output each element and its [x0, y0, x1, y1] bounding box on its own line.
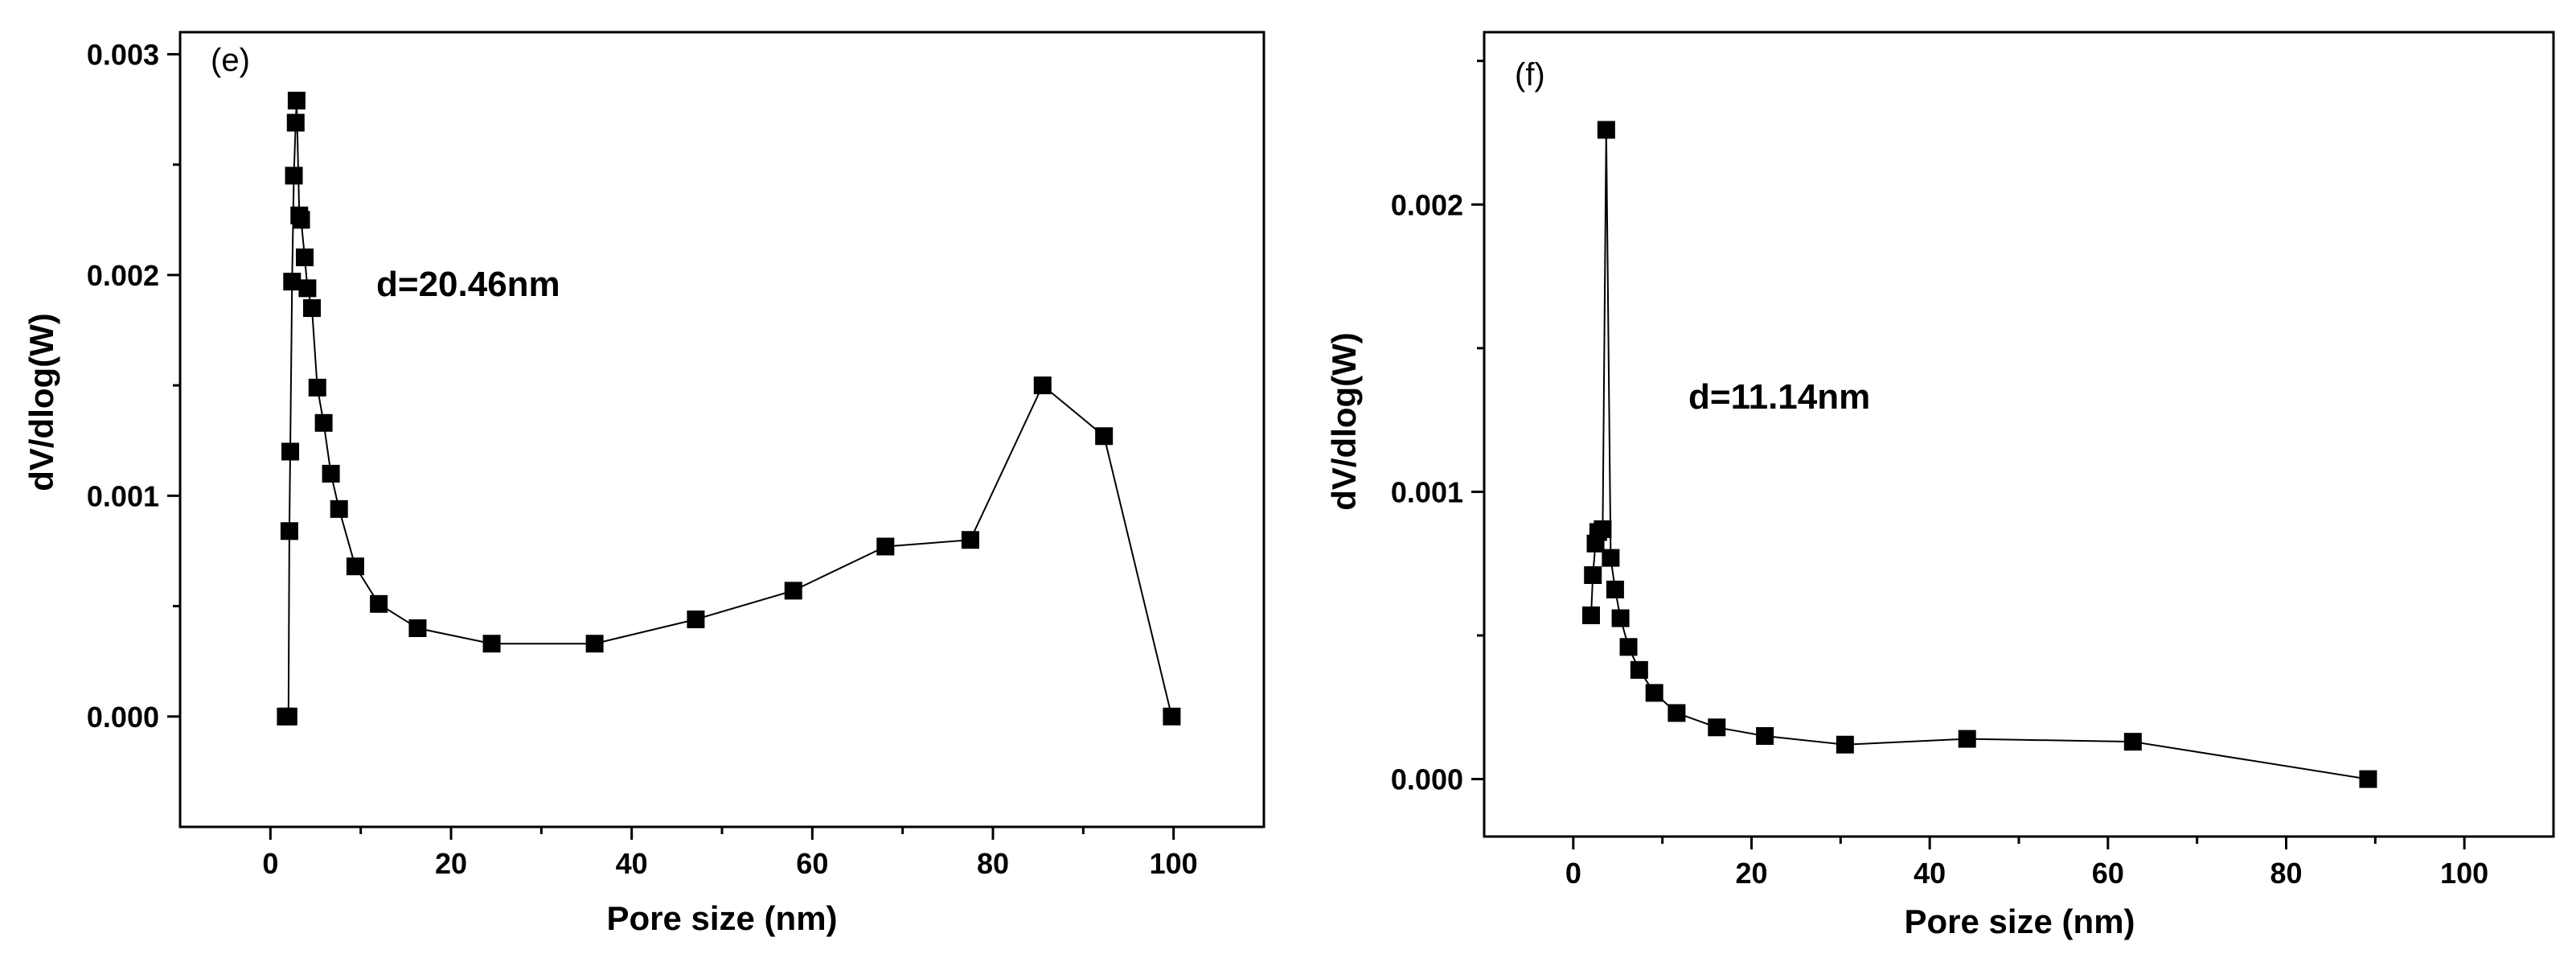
- annotation-mean-diameter: d=11.14nm: [1688, 377, 1870, 417]
- data-point: [1594, 520, 1612, 538]
- data-point: [408, 619, 427, 637]
- data-point: [1095, 427, 1114, 446]
- y-tick-label: 0.003: [87, 38, 159, 71]
- data-point: [1667, 704, 1686, 722]
- data-point: [1606, 580, 1624, 598]
- data-point: [280, 522, 298, 541]
- chart-panel-f: 0 20 40 60 80 100 0.000 0.001 0.002 (f) d=11.14n…: [1325, 31, 2555, 940]
- x-axis-title: Pore size (nm): [1904, 902, 2135, 940]
- data-point: [346, 557, 364, 576]
- data-point: [876, 537, 895, 556]
- x-tick-label: 40: [616, 847, 648, 880]
- y-tick-label: 0.000: [87, 701, 159, 734]
- plot-frame: [1483, 31, 2555, 838]
- data-point: [961, 531, 979, 549]
- data-point: [482, 635, 501, 653]
- data-point: [784, 582, 802, 600]
- x-axis-title: Pore size (nm): [606, 899, 837, 937]
- y-tick-label: 0.000: [1391, 763, 1463, 796]
- x-tick-label: 20: [1735, 857, 1767, 890]
- data-point: [279, 707, 297, 726]
- data-point: [687, 611, 705, 629]
- data-point: [285, 167, 303, 185]
- data-point: [1611, 609, 1630, 627]
- data-point: [370, 594, 388, 613]
- data-point: [2123, 733, 2142, 751]
- data-point: [308, 378, 326, 397]
- x-tick-label: 0: [1565, 857, 1581, 890]
- data-point: [1602, 549, 1620, 567]
- data-point: [292, 211, 310, 229]
- data-point: [1756, 727, 1774, 745]
- data-point: [1582, 606, 1600, 624]
- x-tick-label: 0: [262, 847, 278, 880]
- annotation-mean-diameter: d=20.46nm: [376, 265, 560, 304]
- y-axis-title: dV/dlog(W): [1325, 332, 1363, 511]
- x-tick-label: 60: [2092, 857, 2124, 890]
- data-point: [1630, 660, 1648, 679]
- axis-ticks: 0 20 40 60 80 100 0.000 0.001 0.002 0.003: [87, 38, 1198, 880]
- y-tick-label: 0.002: [87, 259, 159, 292]
- x-tick-label: 60: [796, 847, 828, 880]
- data-point: [322, 464, 340, 483]
- data-point: [286, 113, 305, 132]
- data-point: [1033, 376, 1052, 395]
- data-point: [330, 500, 348, 518]
- data-point: [2359, 770, 2377, 788]
- x-tick-label: 100: [2440, 857, 2488, 890]
- y-tick-label: 0.001: [87, 479, 159, 512]
- data-point: [1584, 566, 1602, 584]
- data-point: [283, 273, 301, 291]
- y-tick-label: 0.001: [1391, 475, 1463, 508]
- data-point: [585, 635, 604, 653]
- x-tick-label: 100: [1150, 847, 1198, 880]
- data-point: [1958, 730, 1976, 748]
- data-point: [1645, 684, 1663, 702]
- data-series: [277, 92, 1181, 726]
- data-point: [296, 248, 314, 266]
- y-tick-label: 0.002: [1391, 188, 1463, 221]
- y-axis-title: dV/dlog(W): [23, 313, 60, 491]
- series-line: [1590, 130, 2369, 780]
- data-point: [287, 92, 306, 110]
- data-point: [298, 279, 317, 298]
- data-point: [1708, 718, 1726, 737]
- x-tick-label: 80: [977, 847, 1009, 880]
- data-point: [1597, 121, 1615, 139]
- axis-ticks: 0 20 40 60 80 100 0.000 0.001 0.002: [1391, 60, 2488, 890]
- data-point: [303, 299, 322, 318]
- data-point: [1836, 735, 1854, 754]
- panel-label: (e): [211, 43, 250, 78]
- x-tick-label: 80: [2270, 857, 2302, 890]
- data-point: [1163, 707, 1181, 726]
- panel-label: (f): [1515, 57, 1545, 93]
- x-tick-label: 40: [1914, 857, 1946, 890]
- x-tick-label: 20: [435, 847, 467, 880]
- data-point: [314, 413, 333, 432]
- chart-panel-e: 0 20 40 60 80 100 0.000 0.001 0.002 0.003 (e) d=2…: [23, 31, 1265, 937]
- data-series: [1582, 121, 2377, 788]
- data-point: [1619, 638, 1638, 656]
- data-point: [281, 442, 300, 461]
